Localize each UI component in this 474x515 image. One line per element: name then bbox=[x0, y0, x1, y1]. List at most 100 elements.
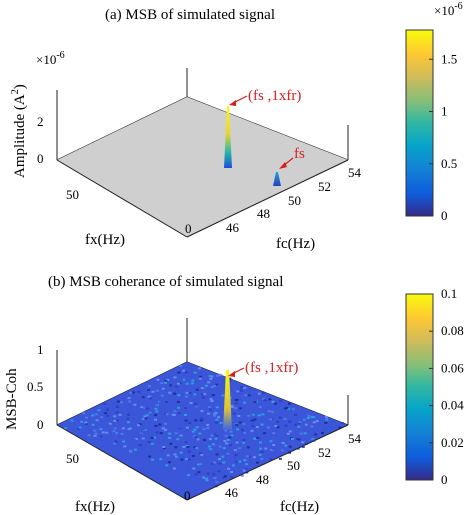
surface-noise-cell bbox=[218, 445, 222, 448]
surface-noise-cell bbox=[287, 402, 291, 405]
surface-noise-cell bbox=[173, 410, 177, 413]
surface-noise-cell bbox=[245, 463, 249, 466]
surface-noise-cell bbox=[221, 394, 225, 397]
surface-noise-cell bbox=[140, 416, 144, 419]
surface-noise-cell bbox=[311, 438, 315, 440]
surface-noise-cell bbox=[208, 375, 212, 378]
xtick: 46 bbox=[225, 485, 239, 500]
xtick: 54 bbox=[348, 165, 362, 180]
surface-noise-cell bbox=[334, 426, 338, 429]
surface-noise-cell bbox=[218, 373, 222, 376]
surface-noise-cell bbox=[230, 434, 234, 437]
surface-noise-cell bbox=[177, 371, 181, 374]
surface-noise-cell bbox=[166, 378, 170, 381]
surface-noise-cell bbox=[288, 420, 292, 423]
colorbar-exponent: ×10-6 bbox=[434, 1, 463, 18]
surface-noise-cell bbox=[215, 418, 219, 421]
surface-noise-cell bbox=[154, 407, 158, 410]
surface-noise-cell bbox=[95, 419, 99, 422]
surface-noise-cell bbox=[174, 385, 178, 388]
annotation-fs: fs bbox=[294, 146, 305, 162]
surface-noise-cell bbox=[311, 427, 315, 430]
surface-noise-cell bbox=[217, 416, 221, 419]
surface-noise-cell bbox=[240, 432, 244, 435]
surface-noise-cell bbox=[210, 434, 214, 437]
surface-noise-cell bbox=[141, 396, 145, 399]
surface-noise-cell bbox=[179, 434, 183, 437]
surface-noise-cell bbox=[222, 461, 226, 464]
surface-noise-cell bbox=[180, 455, 184, 458]
surface-noise-cell bbox=[132, 438, 136, 441]
surface-noise-cell bbox=[185, 421, 189, 424]
surface-noise-cell bbox=[208, 408, 212, 411]
surface-noise-cell bbox=[184, 414, 187, 416]
surface-noise-cell bbox=[230, 476, 233, 479]
surface-noise-cell bbox=[214, 421, 218, 424]
surface-noise-cell bbox=[194, 473, 198, 476]
panel-b-yticks: 50 0 bbox=[66, 451, 191, 503]
panel-b-annotations: (fs ,1xfr) bbox=[228, 360, 298, 377]
surface-noise-cell bbox=[216, 374, 219, 377]
surface-noise-cell bbox=[211, 443, 215, 446]
surface-noise-cell bbox=[168, 455, 172, 458]
surface-noise-cell bbox=[234, 402, 238, 405]
surface-noise-cell bbox=[182, 369, 186, 372]
surface-noise-cell bbox=[91, 414, 95, 417]
surface-noise-cell bbox=[202, 428, 206, 431]
surface-noise-cell bbox=[167, 461, 171, 464]
surface-noise-cell bbox=[278, 416, 282, 419]
surface-noise-cell bbox=[215, 406, 219, 409]
surface-noise-cell bbox=[159, 432, 163, 435]
surface-noise-cell bbox=[239, 389, 243, 392]
surface-noise-cell bbox=[210, 375, 214, 378]
surface-noise-cell bbox=[185, 458, 188, 460]
surface-noise-cell bbox=[108, 422, 112, 425]
surface-noise-cell bbox=[177, 394, 181, 397]
colorbar-tick-label: 0 bbox=[441, 208, 448, 223]
colorbar-tick-label: 0.08 bbox=[441, 323, 464, 338]
surface-noise-cell bbox=[261, 413, 265, 416]
surface-noise-cell bbox=[189, 402, 193, 404]
surface-noise-cell bbox=[155, 404, 159, 407]
surface-noise-cell bbox=[187, 474, 191, 477]
surface-noise-cell bbox=[85, 423, 88, 426]
surface-noise-cell bbox=[199, 419, 203, 422]
surface-noise-cell bbox=[134, 438, 138, 440]
surface-noise-cell bbox=[206, 472, 210, 475]
surface-noise-cell bbox=[285, 406, 289, 409]
surface-noise-cell bbox=[128, 400, 132, 403]
surface-noise-cell bbox=[156, 378, 160, 381]
surface-noise-cell bbox=[209, 448, 213, 451]
surface-noise-cell bbox=[99, 435, 103, 438]
surface-noise-cell bbox=[106, 407, 110, 410]
surface-noise-cell bbox=[97, 409, 101, 412]
surface-noise-cell bbox=[253, 418, 257, 421]
surface-noise-cell bbox=[274, 402, 278, 405]
surface-noise-cell bbox=[118, 435, 122, 438]
surface-noise-cell bbox=[288, 445, 292, 448]
colorbar-tick-label: 1 bbox=[441, 104, 448, 119]
surface-noise-cell bbox=[185, 382, 189, 385]
surface-noise-cell bbox=[252, 456, 256, 459]
surface-noise-cell bbox=[221, 455, 225, 458]
surface-noise-cell bbox=[306, 417, 310, 419]
surface-noise-cell bbox=[195, 388, 199, 391]
surface-noise-cell bbox=[174, 446, 178, 449]
surface-noise-cell bbox=[279, 400, 283, 403]
surface-noise-cell bbox=[144, 457, 148, 460]
ytick: 50 bbox=[66, 451, 79, 466]
surface-noise-cell bbox=[294, 423, 298, 426]
surface-noise-cell bbox=[195, 426, 199, 429]
surface-noise-cell bbox=[213, 461, 216, 464]
surface-noise-cell bbox=[121, 423, 125, 426]
surface-noise-cell bbox=[162, 446, 166, 448]
surface-noise-cell bbox=[98, 438, 102, 441]
surface-noise-cell bbox=[115, 432, 119, 435]
surface-noise-cell bbox=[225, 442, 229, 445]
surface-noise-cell bbox=[194, 436, 198, 439]
surface-noise-cell bbox=[208, 438, 212, 441]
surface-noise-cell bbox=[113, 427, 117, 430]
surface-noise-cell bbox=[264, 447, 268, 450]
colorbar-tick-label: 1.5 bbox=[441, 51, 457, 66]
surface-noise-cell bbox=[105, 408, 109, 411]
